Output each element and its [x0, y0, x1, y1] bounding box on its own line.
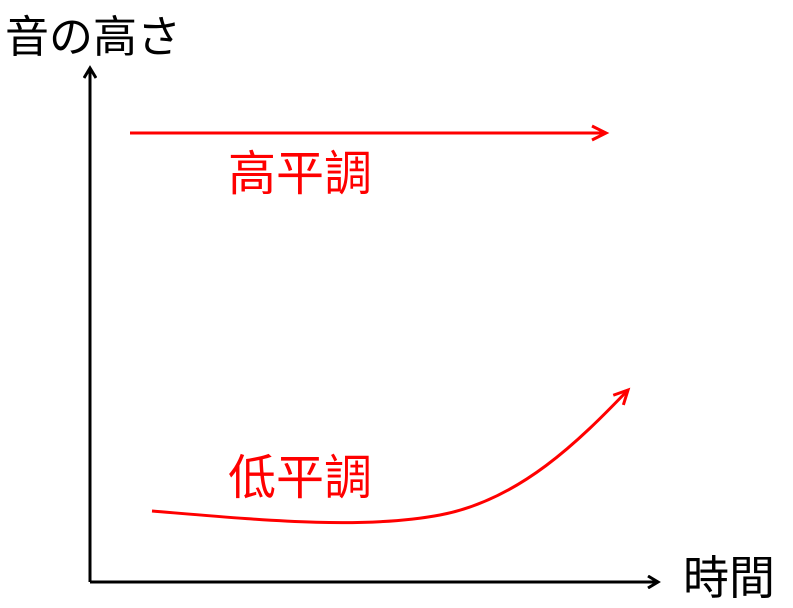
y-axis-label: 音の高さ	[5, 12, 181, 63]
low-level-tone-label: 低平調	[228, 450, 372, 506]
high-level-tone-label: 高平調	[228, 146, 372, 202]
low-level-tone-curve	[151, 387, 631, 525]
x-axis-label: 時間	[683, 551, 775, 605]
